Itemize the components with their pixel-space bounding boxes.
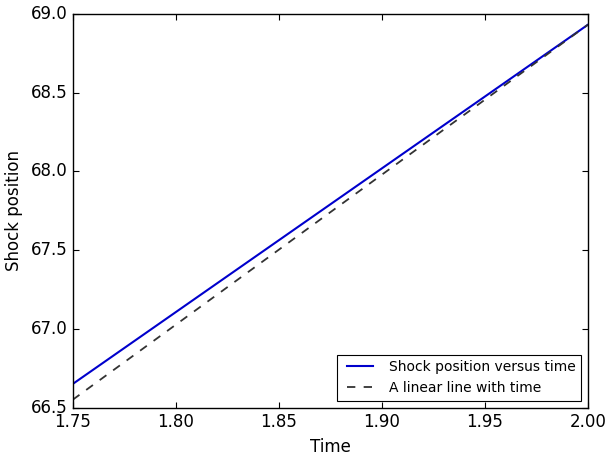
A linear line with time bbox=[314, 219, 321, 224]
X-axis label: Time: Time bbox=[310, 438, 351, 456]
Shock position versus time bbox=[348, 187, 355, 192]
Y-axis label: Shock position: Shock position bbox=[5, 150, 24, 271]
Shock position versus time bbox=[584, 22, 591, 27]
Shock position versus time bbox=[491, 87, 499, 93]
A linear line with time bbox=[584, 22, 591, 27]
A linear line with time bbox=[317, 217, 324, 222]
A linear line with time bbox=[572, 31, 579, 37]
Shock position versus time bbox=[69, 381, 76, 387]
Line: Shock position versus time: Shock position versus time bbox=[73, 25, 588, 384]
A linear line with time bbox=[348, 194, 355, 200]
Legend: Shock position versus time, A linear line with time: Shock position versus time, A linear lin… bbox=[337, 354, 581, 401]
Line: A linear line with time: A linear line with time bbox=[73, 25, 588, 400]
Shock position versus time bbox=[572, 31, 579, 36]
Shock position versus time bbox=[376, 168, 383, 173]
A linear line with time bbox=[69, 397, 76, 403]
A linear line with time bbox=[376, 174, 383, 180]
A linear line with time bbox=[491, 90, 499, 95]
Shock position versus time bbox=[317, 208, 324, 214]
Shock position versus time bbox=[314, 211, 321, 216]
